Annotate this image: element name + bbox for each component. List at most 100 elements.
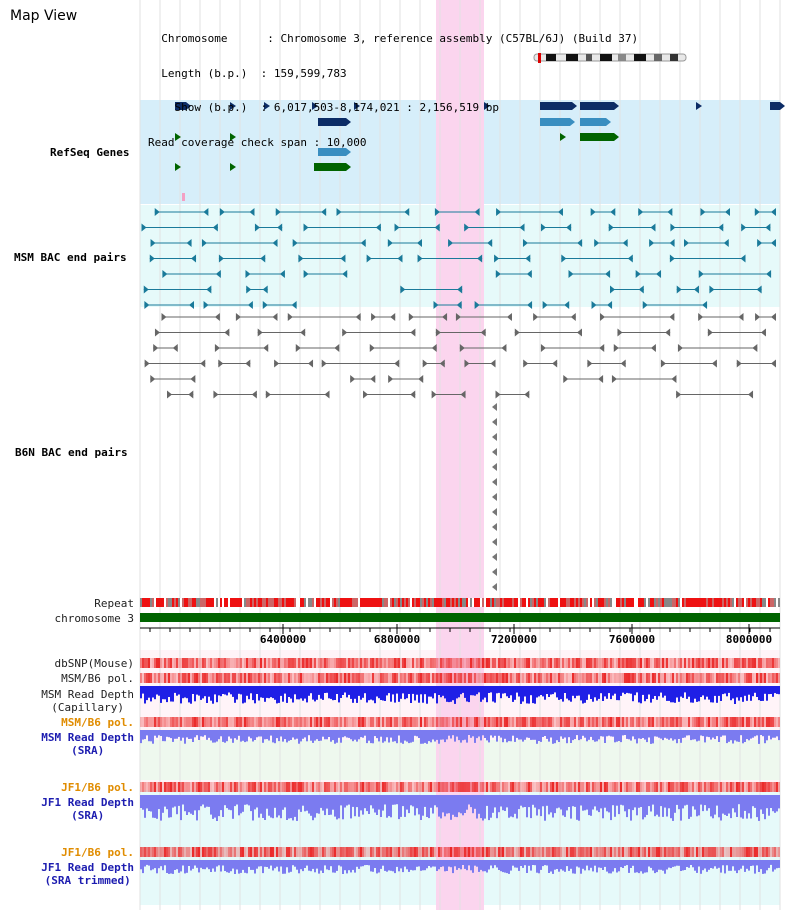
polymorphism-cell bbox=[304, 847, 306, 857]
depth-bar bbox=[496, 730, 498, 742]
repeat-segment bbox=[260, 598, 262, 607]
depth-bar bbox=[188, 686, 190, 703]
gene-arrow bbox=[570, 118, 575, 126]
depth-bar bbox=[372, 730, 374, 744]
refseq-genes-label[interactable]: RefSeq Genes bbox=[50, 146, 130, 159]
polymorphism-cell bbox=[694, 782, 696, 792]
polymorphism-cell bbox=[660, 658, 662, 668]
depth-bar bbox=[244, 795, 246, 805]
polymorphism-cell bbox=[268, 658, 270, 668]
bac-end bbox=[397, 254, 403, 263]
polymorphism-cell bbox=[250, 847, 252, 857]
polymorphism-cell bbox=[464, 673, 466, 683]
polymorphism-cell bbox=[692, 782, 694, 792]
depth-bar bbox=[644, 860, 646, 873]
depth-bar bbox=[666, 860, 668, 870]
depth-bar bbox=[742, 860, 744, 866]
polymorphism-cell bbox=[426, 717, 428, 727]
polymorphism-cell bbox=[244, 782, 246, 792]
polymorphism-cell bbox=[572, 673, 574, 683]
chromosome-ideogram[interactable] bbox=[528, 52, 693, 64]
polymorphism-cell bbox=[588, 717, 590, 727]
depth-bar bbox=[514, 795, 516, 814]
depth-bar bbox=[266, 795, 268, 809]
repeat-segment bbox=[560, 598, 562, 607]
bac-end bbox=[291, 301, 297, 309]
depth-bar bbox=[378, 860, 380, 873]
polymorphism-cell bbox=[608, 847, 610, 857]
polymorphism-cell bbox=[420, 658, 422, 668]
polymorphism-cell bbox=[302, 673, 304, 683]
polymorphism-cell bbox=[160, 658, 162, 668]
depth-bar bbox=[286, 795, 288, 820]
polymorphism-cell bbox=[504, 717, 506, 727]
polymorphism-cell bbox=[410, 847, 412, 857]
polymorphism-cell bbox=[334, 673, 336, 683]
depth-bar bbox=[650, 795, 652, 812]
depth-bar bbox=[442, 860, 444, 867]
depth-bar bbox=[606, 686, 608, 699]
depth-bar bbox=[492, 860, 494, 869]
repeat-segment bbox=[208, 598, 210, 607]
polymorphism-cell bbox=[592, 673, 594, 683]
polymorphism-cell bbox=[288, 673, 290, 683]
polymorphism-cell bbox=[672, 673, 674, 683]
depth-bar bbox=[380, 860, 382, 869]
depth-bar bbox=[584, 686, 586, 703]
polymorphism-cell bbox=[610, 847, 612, 857]
depth-bar bbox=[178, 730, 180, 737]
bac-end bbox=[287, 313, 293, 321]
polymorphism-cell bbox=[292, 658, 294, 668]
repeat-segment bbox=[656, 598, 658, 607]
polymorphism-cell bbox=[650, 673, 652, 683]
repeat-segment bbox=[252, 598, 254, 607]
repeat-segment bbox=[184, 598, 186, 607]
depth-bar bbox=[636, 860, 638, 873]
depth-bar bbox=[760, 860, 762, 870]
polymorphism-cell bbox=[772, 673, 774, 683]
repeat-segment bbox=[558, 598, 560, 607]
depth-bar bbox=[140, 860, 142, 870]
polymorphism-cell bbox=[494, 782, 496, 792]
depth-bar bbox=[450, 730, 452, 739]
depth-bar bbox=[568, 795, 570, 807]
depth-bar bbox=[738, 795, 740, 805]
msm-bac-label[interactable]: MSM BAC end pairs bbox=[14, 251, 127, 264]
polymorphism-cell bbox=[432, 782, 434, 792]
depth-bar bbox=[646, 686, 648, 699]
info-chromosome: Chromosome : Chromosome 3, reference ass… bbox=[148, 32, 639, 45]
polymorphism-cell bbox=[742, 847, 744, 857]
repeat-segment bbox=[256, 598, 258, 607]
depth-bar bbox=[626, 730, 628, 739]
polymorphism-cell bbox=[440, 717, 442, 727]
depth-bar bbox=[768, 795, 770, 816]
depth-bar bbox=[266, 730, 268, 740]
polymorphism-cell bbox=[686, 782, 688, 792]
polymorphism-cell bbox=[490, 717, 492, 727]
depth-bar bbox=[764, 686, 766, 694]
polymorphism-cell bbox=[222, 673, 224, 683]
ideogram-band bbox=[618, 54, 626, 61]
depth-bar bbox=[508, 795, 510, 818]
depth-bar bbox=[198, 730, 200, 740]
depth-bar bbox=[448, 730, 450, 736]
b6n-bac-label[interactable]: B6N BAC end pairs bbox=[15, 446, 128, 459]
polymorphism-cell bbox=[674, 673, 676, 683]
polymorphism-cell bbox=[196, 658, 198, 668]
depth-bar bbox=[266, 686, 268, 698]
bac-end bbox=[669, 239, 675, 247]
bac-end bbox=[557, 208, 563, 216]
polymorphism-cell bbox=[474, 717, 476, 727]
depth-bar bbox=[590, 686, 592, 699]
depth-bar bbox=[176, 860, 178, 870]
polymorphism-cell bbox=[576, 847, 578, 857]
polymorphism-cell bbox=[474, 847, 476, 857]
depth-bar bbox=[612, 686, 614, 696]
polymorphism-cell bbox=[748, 673, 750, 683]
polymorphism-cell bbox=[502, 673, 504, 683]
polymorphism-cell bbox=[634, 673, 636, 683]
depth-bar bbox=[394, 686, 396, 703]
polymorphism-cell bbox=[186, 658, 188, 668]
polymorphism-cell bbox=[572, 782, 574, 792]
